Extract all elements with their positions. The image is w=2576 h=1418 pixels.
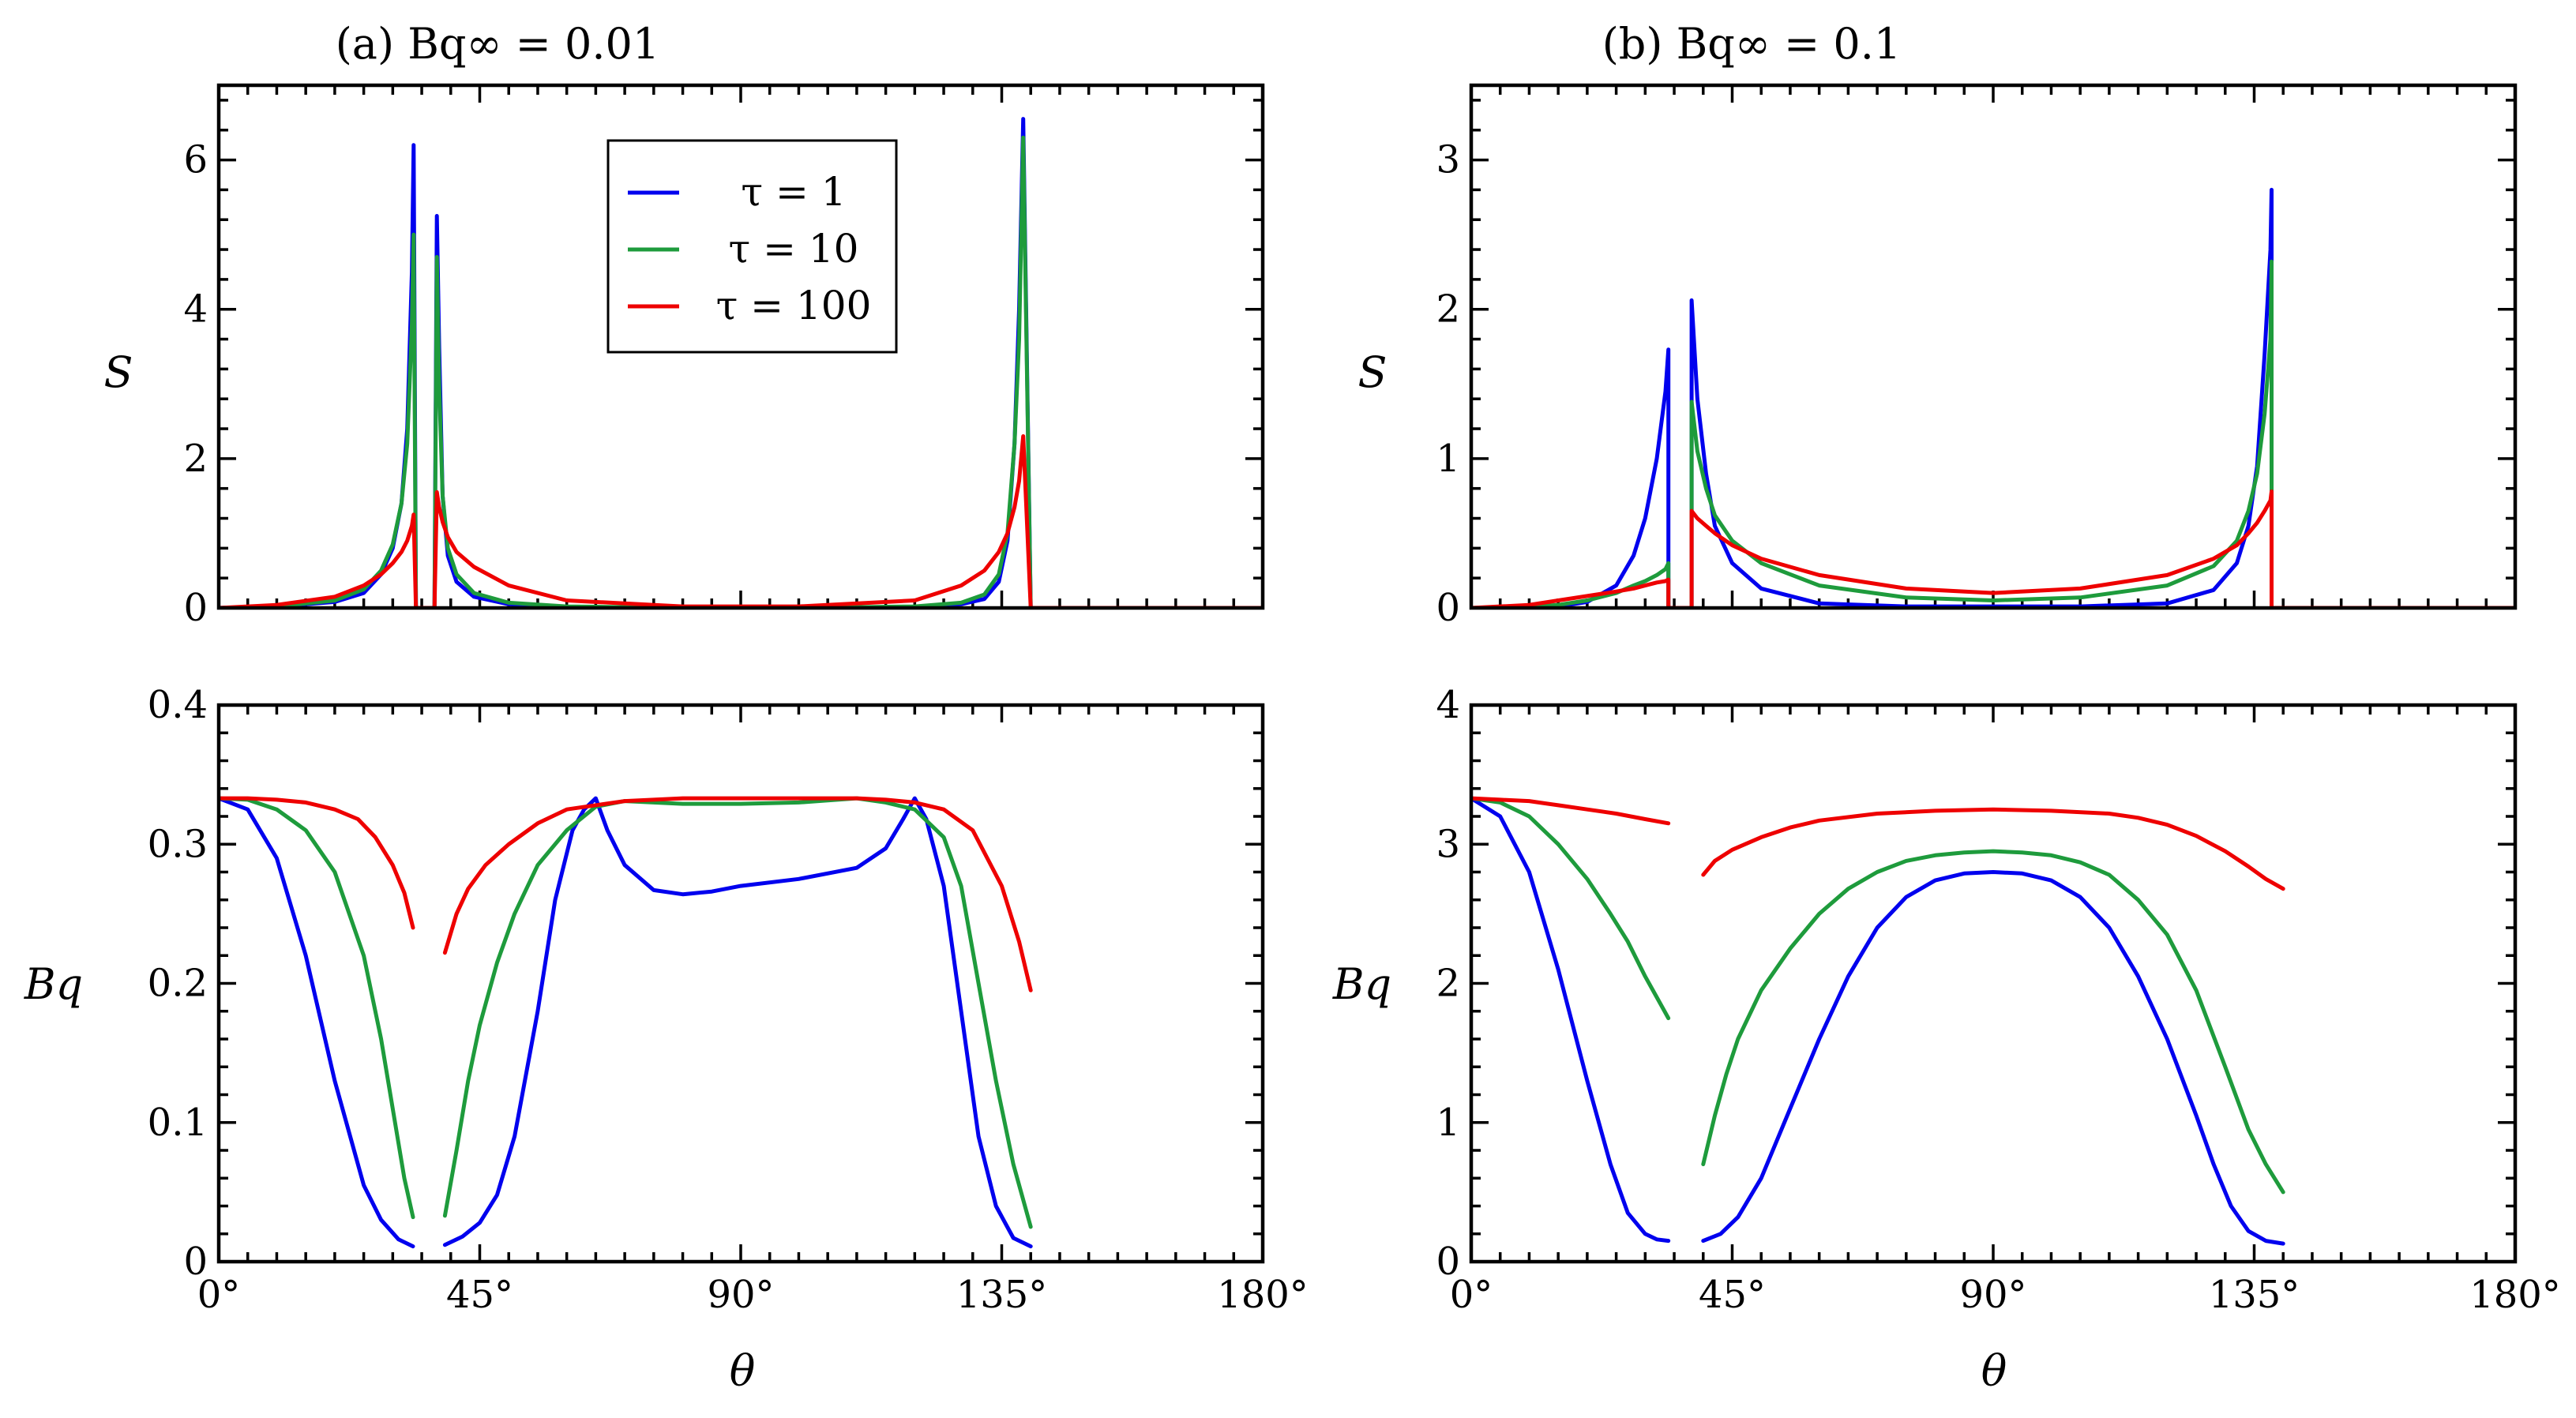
y-tick-label: 2 (1436, 962, 1460, 1006)
y-tick-label: 1 (1436, 1101, 1460, 1145)
x-tick-label: 90° (1959, 1273, 2026, 1317)
series-line-a_S-1-0 (219, 135, 1263, 608)
legend-label-tau100: τ = 100 (716, 283, 872, 328)
a-S-ylabel: S (104, 347, 133, 397)
plot-frame (216, 703, 1265, 1264)
series-line-a_S-2-0 (219, 434, 1263, 608)
series-line-b_Bq-2-0 (1471, 796, 1671, 826)
x-tick-label: 45° (1699, 1273, 1766, 1317)
series-line-b_Bq-1-0 (1471, 796, 1671, 1021)
y-tick-label: 2 (183, 437, 208, 481)
legend: τ = 1 τ = 10 τ = 100 (606, 139, 898, 354)
x-tick-label: 0° (1450, 1273, 1493, 1317)
x-tick-label: 0° (197, 1273, 241, 1317)
x-tick-label: 90° (707, 1273, 774, 1317)
plot-a_S: 0 2 4 6 (183, 83, 1265, 630)
series-line-b_Bq-2-1 (1701, 807, 2285, 891)
y-tick-label: 2 (1436, 287, 1460, 332)
plot-frame (1469, 703, 2518, 1264)
legend-label-tau10: τ = 10 (729, 226, 859, 272)
y-tick-label: 0 (1436, 586, 1460, 630)
legend-box (606, 139, 898, 354)
series-line-a_Bq-0-1 (442, 796, 1033, 1249)
series-line-a_Bq-2-0 (219, 796, 415, 930)
y-tick-label: 4 (1436, 683, 1460, 727)
a-Bq-ylabel: Bq (24, 959, 83, 1009)
plot-frame (216, 83, 1265, 610)
x-tick-label: 180° (2469, 1273, 2561, 1317)
series-line-b_Bq-1-1 (1701, 849, 2285, 1195)
legend-label-tau1: τ = 1 (741, 169, 846, 215)
series-line-a_Bq-2-1 (442, 796, 1033, 992)
y-tick-label: 3 (1436, 138, 1460, 182)
plot-b_S: 0 1 2 3 (1436, 83, 2518, 630)
plot-frame (1469, 83, 2518, 610)
panel-b-title: (b) Bq∞ = 0.1 (1602, 19, 1902, 69)
y-tick-label: 0 (183, 586, 208, 630)
y-tick-label: 0.2 (148, 962, 208, 1006)
y-tick-label: 1 (1436, 437, 1460, 481)
series-line-b_Bq-0-0 (1471, 796, 1671, 1244)
series-line-b_S-0-0 (1471, 187, 2515, 608)
series-line-b_Bq-0-1 (1701, 870, 2285, 1246)
plot-b_Bq: 0 1 2 3 4 0° 45° 90° 135° 180° (1436, 683, 2560, 1317)
series-line-a_Bq-0-0 (219, 796, 415, 1249)
panel-a-title: (a) Bq∞ = 0.01 (336, 19, 660, 69)
series-line-a_Bq-1-0 (219, 796, 415, 1220)
x-tick-label: 180° (1217, 1273, 1309, 1317)
y-tick-label: 6 (183, 138, 208, 182)
y-tick-label: 3 (1436, 822, 1460, 866)
a-xlabel: θ (730, 1346, 756, 1396)
x-tick-label: 45° (446, 1273, 513, 1317)
series-line-a_Bq-1-1 (442, 796, 1033, 1229)
series-line-b_S-2-0 (1471, 490, 2515, 608)
b-Bq-ylabel: Bq (1332, 959, 1391, 1009)
b-xlabel: θ (1981, 1346, 2007, 1396)
y-tick-label: 0 (183, 1240, 208, 1284)
y-tick-label: 0.4 (148, 683, 208, 727)
b-S-ylabel: S (1358, 347, 1388, 397)
y-tick-label: 0.3 (148, 822, 208, 866)
y-tick-label: 4 (183, 287, 208, 332)
x-tick-label: 135° (956, 1273, 1048, 1317)
x-tick-label: 135° (2209, 1273, 2300, 1317)
y-tick-label: 0.1 (148, 1101, 208, 1145)
plot-a_Bq: 0 0.1 0.2 0.3 0.4 0° 45° 90° 135° 180° (148, 683, 1309, 1317)
y-tick-label: 0 (1436, 1240, 1460, 1284)
series-line-b_S-1-0 (1471, 259, 2515, 608)
